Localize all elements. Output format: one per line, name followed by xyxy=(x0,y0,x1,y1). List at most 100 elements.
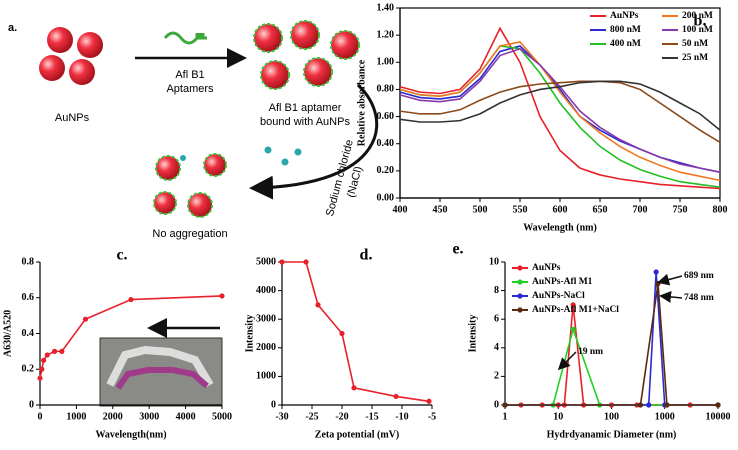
x-tick-label: 10000 xyxy=(706,411,731,422)
series-line xyxy=(282,261,430,403)
nanoparticles xyxy=(39,27,103,85)
y-tick-label: 0 xyxy=(29,399,34,410)
x-tick-label: 3000 xyxy=(139,411,159,422)
x-axis-label: Hydrdyanamic Diameter (nm) xyxy=(547,429,677,440)
marker xyxy=(393,393,399,400)
marker xyxy=(715,402,721,408)
x-tick-label: 5000 xyxy=(212,411,232,422)
y-tick-label: 6 xyxy=(494,313,499,324)
x-tick-label: 10 xyxy=(553,411,563,422)
inset-photo xyxy=(99,318,223,407)
y-tick-label: 0.40 xyxy=(377,138,395,149)
y-tick-label: 0.4 xyxy=(22,328,35,339)
x-tick-label: -10 xyxy=(395,411,408,422)
marker xyxy=(664,402,670,408)
y-tick-label: 3000 xyxy=(256,313,276,324)
panel-label: d. xyxy=(360,247,373,264)
y-tick-label: 0 xyxy=(271,399,276,410)
marker xyxy=(82,316,89,322)
arrow xyxy=(249,83,379,200)
x-tick-label: 600 xyxy=(553,204,568,215)
x-axis-label: Zeta potential (mV) xyxy=(315,429,399,440)
legend-label: AuNPs xyxy=(532,263,561,273)
x-tick-label: 700 xyxy=(633,204,648,215)
y-tick-label: 4 xyxy=(494,342,499,353)
legend-label: AuNPs-Afl M1 xyxy=(532,277,593,287)
legend-label: AuNPs xyxy=(610,11,639,21)
label: Afl B1 aptamer xyxy=(269,102,342,114)
marker xyxy=(39,366,45,372)
panel-label: c. xyxy=(116,247,127,264)
annotation-arrow xyxy=(659,290,683,303)
series-line xyxy=(399,80,721,131)
legend-label: 100 nM xyxy=(682,25,713,35)
annotation: 748 nm xyxy=(684,293,714,303)
x-tick-label: -20 xyxy=(335,411,348,422)
x-tick-label: 500 xyxy=(473,204,488,215)
x-tick-label: 0 xyxy=(38,411,43,422)
marker xyxy=(219,293,225,299)
legend-label: 800 nM xyxy=(610,25,641,35)
marker xyxy=(41,357,47,363)
legend-label: AuNPs-Afl M1+NaCl xyxy=(532,305,619,315)
marker xyxy=(653,269,659,275)
y-tick-label: 5000 xyxy=(256,256,276,267)
y-tick-label: 2 xyxy=(494,371,499,382)
y-tick-label: 0.8 xyxy=(22,256,35,267)
y-tick-label: 1.00 xyxy=(377,57,395,68)
y-tick-label: 4000 xyxy=(256,285,276,296)
annotation: 689 nm xyxy=(684,271,714,281)
marker xyxy=(59,348,65,354)
label: Afl B1 xyxy=(175,69,204,81)
x-tick-label: 2000 xyxy=(103,411,123,422)
y-tick-label: 0 xyxy=(494,399,499,410)
legend-marker xyxy=(517,307,523,313)
series-line xyxy=(505,304,718,406)
y-tick-label: 0.20 xyxy=(377,165,395,176)
x-tick-label: 1000 xyxy=(66,411,86,422)
legend-label: 400 nM xyxy=(610,39,641,49)
series-line xyxy=(399,45,721,188)
y-tick-label: 0.6 xyxy=(22,292,35,303)
y-axis-label: Intensity xyxy=(244,315,255,353)
marker xyxy=(37,375,43,381)
legend-label: 200 nM xyxy=(682,11,713,21)
y-axis-label: Intensity xyxy=(467,315,478,353)
y-tick-label: 0.00 xyxy=(377,192,395,203)
marker xyxy=(44,352,50,358)
x-tick-label: -5 xyxy=(428,411,436,422)
marker xyxy=(426,398,432,404)
y-tick-label: 1.40 xyxy=(377,2,395,13)
x-tick-label: -30 xyxy=(275,411,288,422)
marker xyxy=(646,402,652,408)
x-tick-label: 450 xyxy=(433,204,448,215)
marker xyxy=(351,385,357,391)
x-tick-label: 400 xyxy=(393,204,408,215)
marker xyxy=(655,280,661,287)
y-tick-label: 8 xyxy=(494,285,499,296)
dispersed-particles xyxy=(153,153,227,218)
x-tick-label: 4000 xyxy=(176,411,196,422)
x-tick-label: 800 xyxy=(713,204,728,215)
series-line xyxy=(399,26,721,190)
bound-particles xyxy=(253,20,360,90)
marker xyxy=(570,326,576,332)
legend-label: 50 nM xyxy=(682,39,708,49)
y-axis-label: A630/A520 xyxy=(2,310,13,357)
y-tick-label: 2000 xyxy=(256,342,276,353)
schematic: a. AuNPs Afl B1 Aptamers Afl B1 aptamer … xyxy=(8,20,379,240)
y-tick-label: 0.60 xyxy=(377,111,395,122)
y-tick-label: 10 xyxy=(489,256,499,267)
x-axis-label: Wavelength (nm) xyxy=(523,222,597,233)
ions xyxy=(180,146,302,166)
annotation-arrow xyxy=(557,351,577,371)
annotation: 19 nm xyxy=(578,347,603,357)
series-line xyxy=(505,326,718,406)
panel-label: b. xyxy=(694,13,707,30)
label: Aptamers xyxy=(166,83,214,95)
label: AuNPs xyxy=(55,112,90,124)
annotation-arrow xyxy=(657,273,683,286)
label: bound with AuNPs xyxy=(260,116,350,128)
marker xyxy=(303,259,309,265)
marker xyxy=(128,296,134,303)
